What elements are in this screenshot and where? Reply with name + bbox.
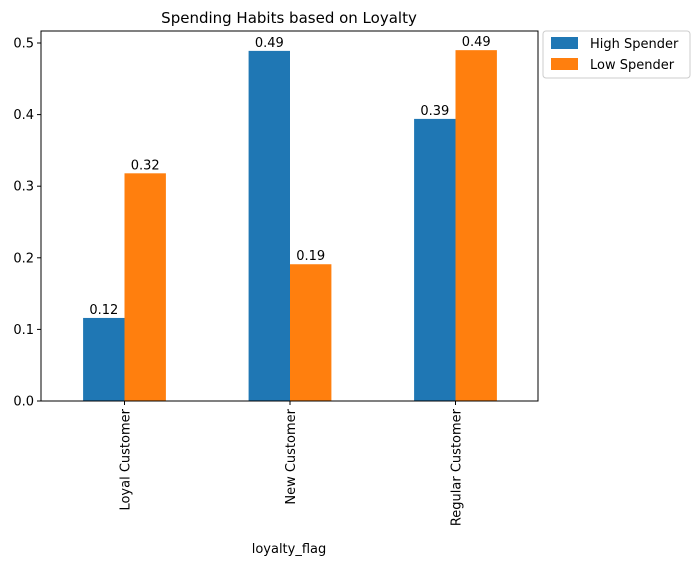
y-tick-label-3: 0.3 xyxy=(13,180,34,195)
data-label-high-spender-1: 0.49 xyxy=(255,36,284,51)
data-label-low-spender-0: 0.32 xyxy=(131,158,160,173)
x-tick-label-1: New Customer xyxy=(284,408,299,504)
y-tick-label-0: 0.0 xyxy=(13,395,34,410)
legend-swatch-high-spender xyxy=(551,37,578,49)
x-tick-label-2: Regular Customer xyxy=(450,408,465,526)
legend-frame xyxy=(542,30,691,79)
y-tick-label-1: 0.1 xyxy=(13,323,34,338)
y-tick-label-5: 0.5 xyxy=(13,37,34,52)
bar-low-spender-0 xyxy=(124,173,166,401)
legend-swatch-low-spender xyxy=(551,58,578,70)
x-tick-label-0: Loyal Customer xyxy=(119,408,134,510)
plot-frame xyxy=(40,30,539,402)
legend-label-high-spender: High Spender xyxy=(590,37,679,52)
bar-high-spender-0 xyxy=(83,317,125,401)
legend-label-low-spender: Low Spender xyxy=(590,58,675,73)
x-axis: Loyal Customer New Customer Regular Custom… xyxy=(119,401,465,526)
data-label-high-spender-2: 0.39 xyxy=(420,104,449,119)
bar-low-spender-2 xyxy=(455,50,497,401)
data-label-high-spender-0: 0.12 xyxy=(89,303,118,318)
bar-high-spender-2 xyxy=(414,118,456,402)
y-tick-label-2: 0.2 xyxy=(13,251,34,266)
bars-layer: 0.12 0.49 0.39 0.32 0.19 0.49 xyxy=(83,35,497,402)
x-axis-label: loyalty_flag xyxy=(252,542,327,557)
bar-low-spender-1 xyxy=(290,264,332,401)
bar-high-spender-1 xyxy=(248,50,290,401)
chart-title: Spending Habits based on Loyalty xyxy=(161,9,417,27)
legend: High Spender Low Spender xyxy=(542,30,691,79)
data-label-low-spender-2: 0.49 xyxy=(462,35,491,50)
y-tick-label-4: 0.4 xyxy=(13,108,34,123)
y-axis: 0.0 0.1 0.2 0.3 0.4 0.5 xyxy=(13,37,41,410)
data-label-low-spender-1: 0.19 xyxy=(296,249,325,264)
